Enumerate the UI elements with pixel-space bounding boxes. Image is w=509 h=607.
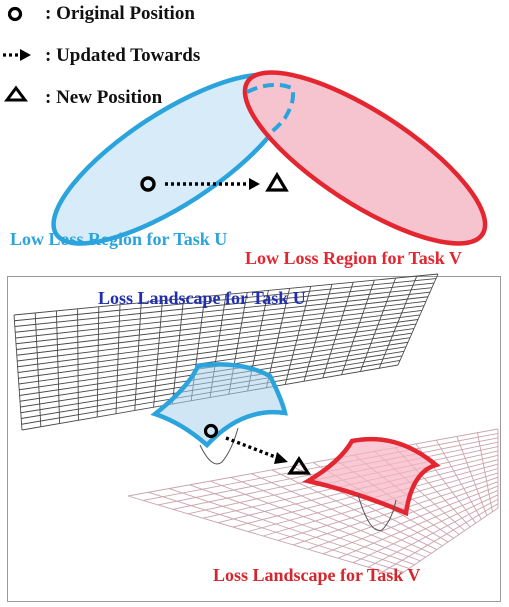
landscape-u-grid-line [303,284,333,382]
landscape-v-grid-line [477,432,493,512]
landscape-u-label: Loss Landscape for Task U [98,288,306,308]
update-arrow-head [249,178,260,190]
landscape-u-grid-line [378,275,418,369]
landscape-new-position-marker [287,456,311,475]
landscape-u-grid-line [15,287,433,333]
landscape-update-arrow-line [225,436,279,460]
landscape-v-well [357,494,397,532]
landscape-u-grid-line [17,319,419,373]
landscape-u-grid-line [13,273,439,316]
top-panel-diagram [51,70,488,246]
legend-original-label: : Original Position [45,3,195,24]
landscape-u-grid-line [17,314,421,368]
new-position-icon [4,85,28,102]
landscape-update-arrow-head [274,452,288,464]
landscape-v-grid-line [397,507,499,577]
landscape-u-grid-line [265,288,291,388]
landscape-u-grid-line [359,277,397,372]
landscape-u-grid-line [17,309,423,362]
loss-landscape-frame [7,276,501,602]
landscape-v-grid-line [367,498,499,568]
new-position-marker [265,171,289,192]
landscape-u-grid-line [14,282,435,327]
landscape-original-position-marker [203,423,219,439]
region-v-label: Low Loss Region for Task V [245,248,462,268]
landscape-v-basin [301,436,441,517]
landscape-u-grid-line [16,305,425,356]
landscape-u-grid-line [397,273,439,366]
landscape-u-grid-line [15,296,429,345]
landscape-u-grid [13,273,439,431]
landscape-u-grid-line [284,286,312,385]
original-position-marker [140,176,156,192]
landscape-u-grid-line [341,280,375,375]
region-u-label: Low Loss Region for Task U [10,229,228,249]
landscape-u-basin [150,362,288,449]
landscape-v-grid-line [456,436,488,516]
landscape-u-grid-line [14,278,437,322]
landscape-v-grid [127,428,499,577]
landscape-v-label: Loss Landscape for Task V [213,565,421,585]
landscape-u-grid-line [15,291,431,339]
landscape-u-grid-line [16,300,427,350]
original-position-icon [7,6,23,22]
task-u-region-hidden-edge [246,82,296,134]
landscape-v-grid-line [382,503,499,572]
updated-towards-arrow-icon [20,49,31,61]
landscape-v-grid-line [352,494,499,564]
legend-updated-label: : Updated Towards [45,45,201,66]
legend-icons [3,6,31,102]
task-v-region [242,70,488,246]
landscape-u-grid-line [322,282,354,379]
legend-new-label: : New Position [45,87,163,108]
